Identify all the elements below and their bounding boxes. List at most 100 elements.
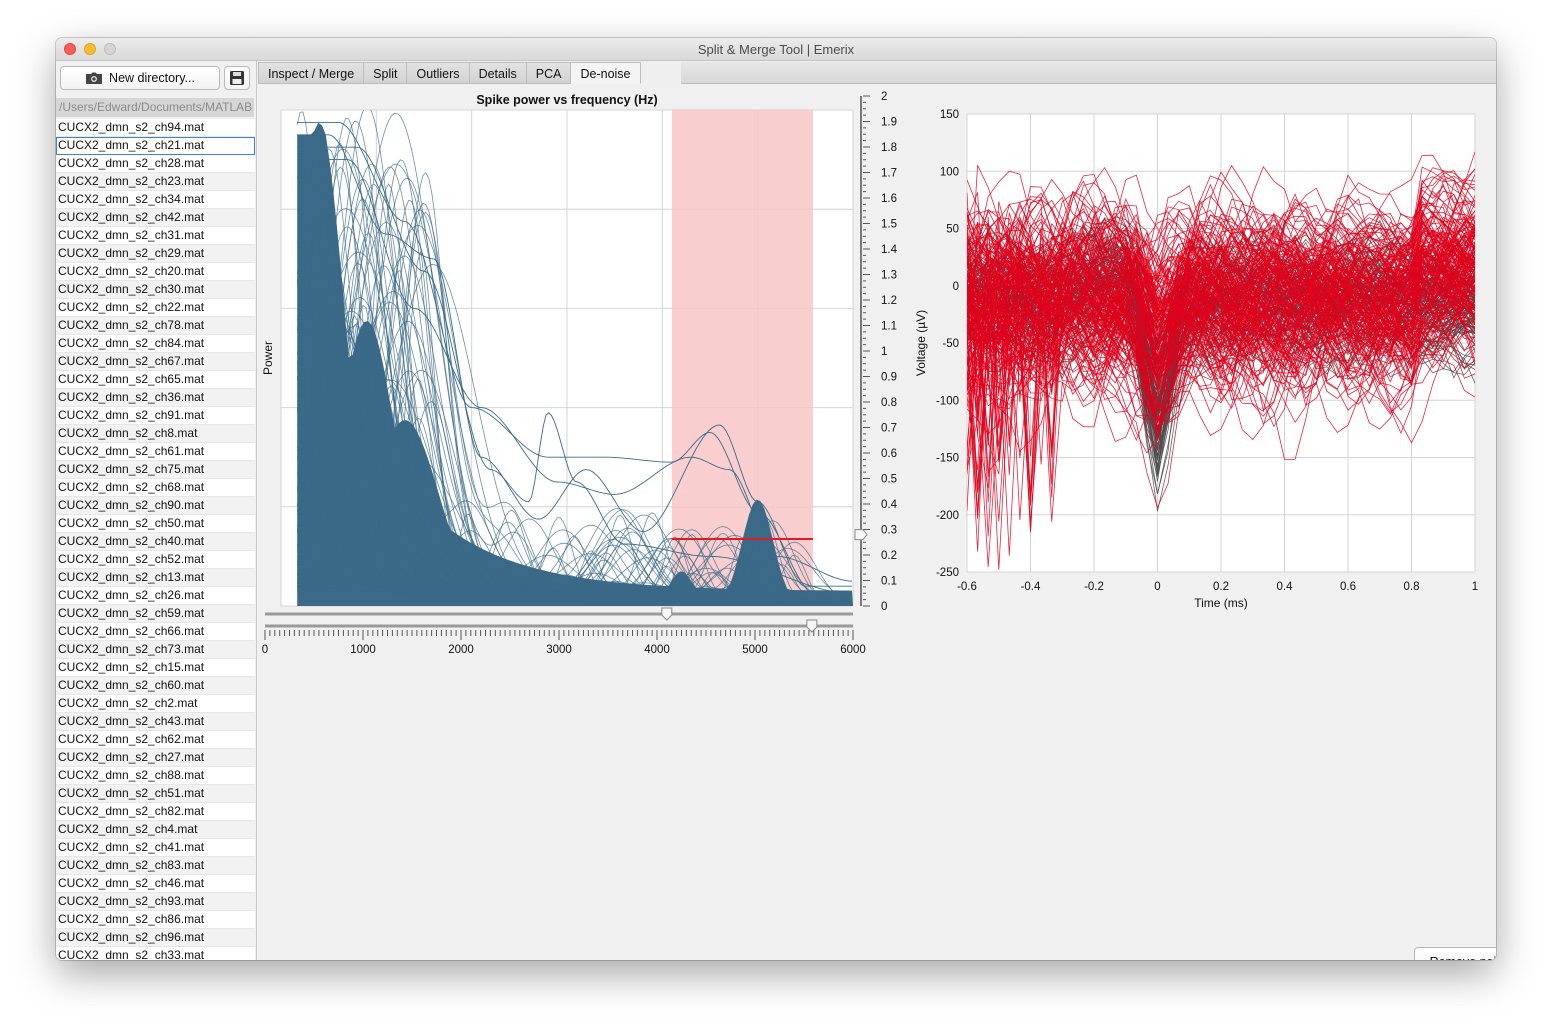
file-list-item[interactable]: CUCX2_dmn_s2_ch73.mat bbox=[56, 641, 255, 659]
power-tick-label: 0.2 bbox=[881, 550, 897, 562]
new-directory-button[interactable]: New directory... bbox=[60, 66, 220, 90]
file-list-item[interactable]: CUCX2_dmn_s2_ch68.mat bbox=[56, 479, 255, 497]
power-tick-label: 1.7 bbox=[881, 168, 897, 180]
time-tick-label: -0.2 bbox=[1084, 581, 1104, 593]
file-list-item[interactable]: CUCX2_dmn_s2_ch60.mat bbox=[56, 677, 255, 695]
file-list-item[interactable]: CUCX2_dmn_s2_ch30.mat bbox=[56, 281, 255, 299]
file-list-item[interactable]: CUCX2_dmn_s2_ch75.mat bbox=[56, 461, 255, 479]
tab-inspect-merge[interactable]: Inspect / Merge bbox=[258, 62, 365, 84]
minimize-window-button[interactable] bbox=[84, 43, 96, 55]
maximize-window-button[interactable] bbox=[104, 43, 116, 55]
frequency-tick-label: 5000 bbox=[742, 644, 768, 656]
time-axis-label: Time (ms) bbox=[1194, 596, 1248, 610]
power-threshold-slider[interactable] bbox=[854, 529, 868, 541]
file-list-item[interactable]: CUCX2_dmn_s2_ch90.mat bbox=[56, 497, 255, 515]
file-list-item[interactable]: CUCX2_dmn_s2_ch91.mat bbox=[56, 407, 255, 425]
frequency-tick-label: 2000 bbox=[448, 644, 474, 656]
directory-path: /Users/Edward/Documents/MATLAB bbox=[56, 98, 254, 117]
power-spectrum-chart[interactable]: Spike power vs frequency (Hz) Power 0 0.1… bbox=[257, 84, 898, 664]
power-y-axis: 0 0.1 0.2 0.3 0.4 0.5 0.6 0.7 0.8 0.9 1 1.1 1.2 1.3 1.… bbox=[860, 91, 898, 613]
file-list-item[interactable]: CUCX2_dmn_s2_ch28.mat bbox=[56, 155, 255, 173]
file-list-item[interactable]: CUCX2_dmn_s2_ch4.mat bbox=[56, 821, 255, 839]
tab-split[interactable]: Split bbox=[364, 62, 408, 84]
file-list-item[interactable]: CUCX2_dmn_s2_ch8.mat bbox=[56, 425, 255, 443]
file-list-item[interactable]: CUCX2_dmn_s2_ch23.mat bbox=[56, 173, 255, 191]
file-list-item[interactable]: CUCX2_dmn_s2_ch78.mat bbox=[56, 317, 255, 335]
power-tick-label: 1.2 bbox=[881, 295, 897, 307]
file-list-item[interactable]: CUCX2_dmn_s2_ch88.mat bbox=[56, 767, 255, 785]
file-sidebar: New directory... /Users/Edward/Documents… bbox=[56, 61, 257, 960]
tab-de-noise[interactable]: De-noise bbox=[571, 62, 641, 84]
voltage-tick-label: 100 bbox=[940, 166, 959, 178]
file-list-item[interactable]: CUCX2_dmn_s2_ch50.mat bbox=[56, 515, 255, 533]
frequency-range-slider[interactable] bbox=[265, 607, 853, 633]
power-tick-label: 2 bbox=[881, 91, 887, 103]
file-list-item[interactable]: CUCX2_dmn_s2_ch40.mat bbox=[56, 533, 255, 551]
file-list-item[interactable]: CUCX2_dmn_s2_ch2.mat bbox=[56, 695, 255, 713]
file-list-item[interactable]: CUCX2_dmn_s2_ch34.mat bbox=[56, 191, 255, 209]
file-list-item[interactable]: CUCX2_dmn_s2_ch26.mat bbox=[56, 587, 255, 605]
power-tick-label: 0.8 bbox=[881, 397, 897, 409]
file-list-item[interactable]: CUCX2_dmn_s2_ch36.mat bbox=[56, 389, 255, 407]
file-list-item[interactable]: CUCX2_dmn_s2_ch83.mat bbox=[56, 857, 255, 875]
voltage-tick-label: 50 bbox=[946, 224, 959, 236]
file-list-item[interactable]: CUCX2_dmn_s2_ch84.mat bbox=[56, 335, 255, 353]
frequency-tick-label: 6000 bbox=[840, 644, 866, 656]
power-tick-label: 0.6 bbox=[881, 448, 897, 460]
tab-outliers[interactable]: Outliers bbox=[407, 62, 470, 84]
voltage-axis-label: Voltage (µV) bbox=[914, 310, 928, 376]
save-button[interactable] bbox=[224, 66, 250, 90]
file-list-item[interactable]: CUCX2_dmn_s2_ch41.mat bbox=[56, 839, 255, 857]
file-list-item[interactable]: CUCX2_dmn_s2_ch20.mat bbox=[56, 263, 255, 281]
file-list-item[interactable]: CUCX2_dmn_s2_ch94.mat bbox=[56, 119, 255, 137]
file-list-item[interactable]: CUCX2_dmn_s2_ch21.mat bbox=[56, 137, 255, 155]
folder-camera-icon bbox=[86, 72, 103, 84]
voltage-y-axis: 150 100 50 0 -50 -100 -150 -200 -250 bbox=[936, 109, 959, 579]
file-list-item[interactable]: CUCX2_dmn_s2_ch51.mat bbox=[56, 785, 255, 803]
file-list-item[interactable]: CUCX2_dmn_s2_ch33.mat bbox=[56, 947, 255, 960]
app-window: Split & Merge Tool | Emerix New director… bbox=[56, 38, 1496, 960]
power-tick-label: 1.5 bbox=[881, 219, 897, 231]
file-list-item[interactable]: CUCX2_dmn_s2_ch52.mat bbox=[56, 551, 255, 569]
file-list-item[interactable]: CUCX2_dmn_s2_ch46.mat bbox=[56, 875, 255, 893]
power-tick-label: 1.8 bbox=[881, 142, 897, 154]
file-list-item[interactable]: CUCX2_dmn_s2_ch13.mat bbox=[56, 569, 255, 587]
file-list-item[interactable]: CUCX2_dmn_s2_ch22.mat bbox=[56, 299, 255, 317]
time-tick-label: 0.8 bbox=[1404, 581, 1420, 593]
file-list-item[interactable]: CUCX2_dmn_s2_ch29.mat bbox=[56, 245, 255, 263]
voltage-tick-label: -100 bbox=[936, 395, 959, 407]
close-window-button[interactable] bbox=[64, 43, 76, 55]
file-list-item[interactable]: CUCX2_dmn_s2_ch42.mat bbox=[56, 209, 255, 227]
file-list-item[interactable]: CUCX2_dmn_s2_ch96.mat bbox=[56, 929, 255, 947]
file-list-item[interactable]: CUCX2_dmn_s2_ch93.mat bbox=[56, 893, 255, 911]
tab-details[interactable]: Details bbox=[469, 62, 527, 84]
voltage-tick-label: -200 bbox=[936, 510, 959, 522]
file-list-item[interactable]: CUCX2_dmn_s2_ch67.mat bbox=[56, 353, 255, 371]
noise-waveforms bbox=[967, 151, 1475, 570]
power-tick-label: 0.4 bbox=[881, 499, 898, 511]
power-tick-label: 1.4 bbox=[881, 244, 898, 256]
power-curves bbox=[296, 110, 853, 606]
file-list-item[interactable]: CUCX2_dmn_s2_ch43.mat bbox=[56, 713, 255, 731]
file-list-item[interactable]: CUCX2_dmn_s2_ch65.mat bbox=[56, 371, 255, 389]
time-tick-label: 0.2 bbox=[1213, 581, 1229, 593]
file-list-item[interactable]: CUCX2_dmn_s2_ch86.mat bbox=[56, 911, 255, 929]
new-directory-label: New directory... bbox=[109, 71, 195, 85]
time-tick-label: 1 bbox=[1472, 581, 1478, 593]
tab-pca[interactable]: PCA bbox=[526, 62, 572, 84]
voltage-tick-label: -150 bbox=[936, 453, 959, 465]
file-list-item[interactable]: CUCX2_dmn_s2_ch27.mat bbox=[56, 749, 255, 767]
file-list-item[interactable]: CUCX2_dmn_s2_ch62.mat bbox=[56, 731, 255, 749]
file-list-item[interactable]: CUCX2_dmn_s2_ch31.mat bbox=[56, 227, 255, 245]
file-list[interactable]: CUCX2_dmn_s2_ch94.mat CUCX2_dmn_s2_ch21.m… bbox=[56, 119, 255, 960]
file-list-item[interactable]: CUCX2_dmn_s2_ch61.mat bbox=[56, 443, 255, 461]
file-list-item[interactable]: CUCX2_dmn_s2_ch59.mat bbox=[56, 605, 255, 623]
file-list-item[interactable]: CUCX2_dmn_s2_ch66.mat bbox=[56, 623, 255, 641]
remove-noise-button[interactable]: Remove noise and re-calculate clusters bbox=[1414, 947, 1496, 960]
file-list-item[interactable]: CUCX2_dmn_s2_ch82.mat bbox=[56, 803, 255, 821]
title-bar: Split & Merge Tool | Emerix bbox=[56, 38, 1496, 61]
tab-bar: Inspect / Merge Split Outliers Details PCA De… bbox=[258, 62, 641, 84]
power-tick-label: 0.7 bbox=[881, 423, 897, 435]
file-list-item[interactable]: CUCX2_dmn_s2_ch15.mat bbox=[56, 659, 255, 677]
